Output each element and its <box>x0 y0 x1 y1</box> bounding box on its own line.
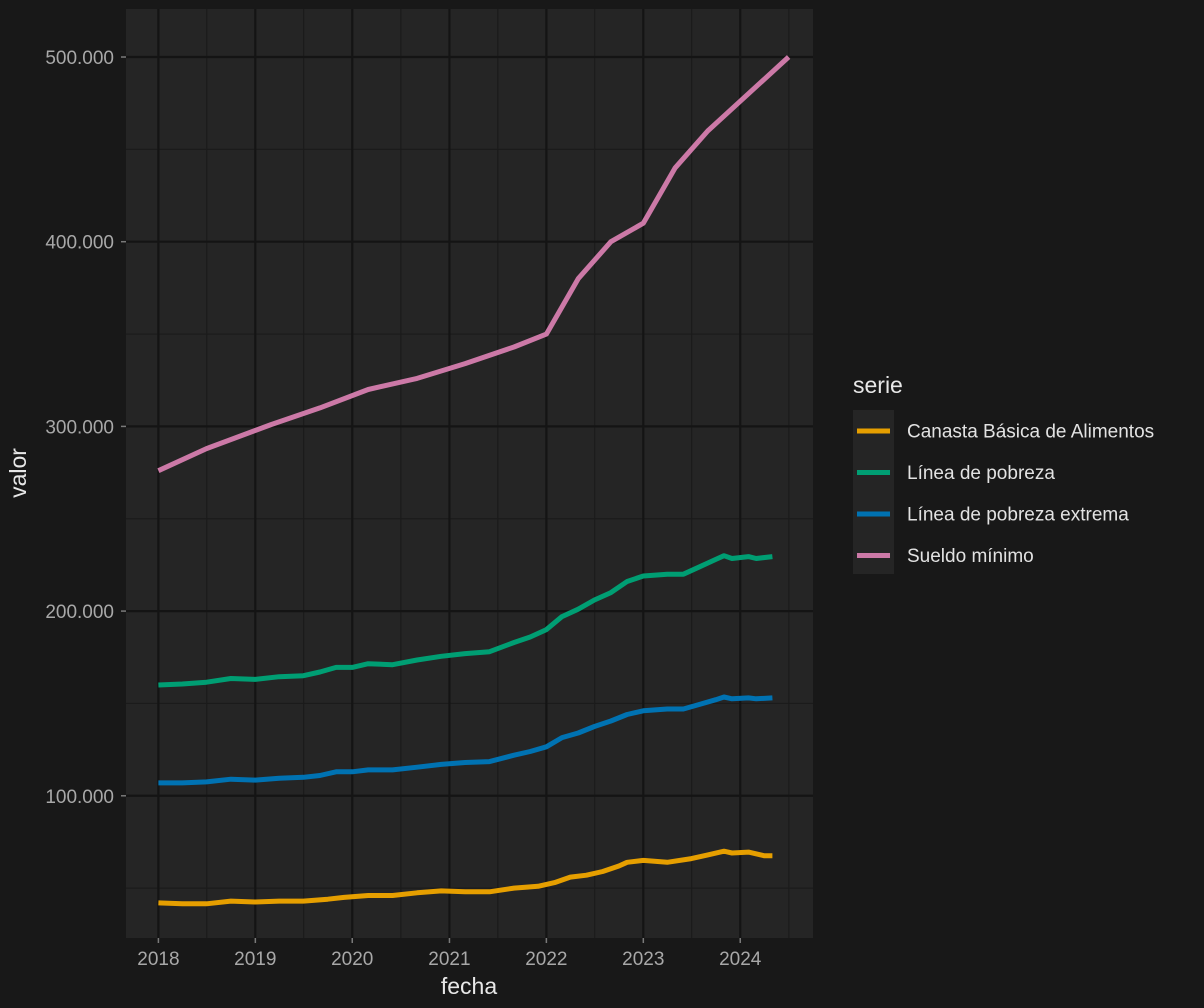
legend-label: Sueldo mínimo <box>907 546 1034 567</box>
x-tick-label: 2023 <box>622 949 664 970</box>
x-axis-title: fecha <box>441 973 497 999</box>
legend-label: Canasta Básica de Alimentos <box>907 422 1154 443</box>
y-tick-label: 500.000 <box>45 48 114 69</box>
series-line <box>158 694 773 786</box>
grid-major <box>126 9 813 938</box>
legend-title: serie <box>853 372 903 398</box>
legend: serie Canasta Básica de Alimentos Línea d… <box>853 372 1154 574</box>
x-tick-label: 2024 <box>719 949 762 970</box>
legend-label: Línea de pobreza extrema <box>907 505 1129 526</box>
grid-minor <box>126 9 813 938</box>
y-tick-label: 200.000 <box>45 602 114 623</box>
x-tick-label: 2019 <box>234 949 276 970</box>
series-line <box>158 553 773 688</box>
x-tick-label: 2022 <box>525 949 567 970</box>
x-tick-label: 2021 <box>428 949 470 970</box>
series-line <box>157 55 791 473</box>
x-tick-label: 2020 <box>331 949 373 970</box>
series-lines <box>157 55 791 907</box>
y-tick-label: 100.000 <box>45 787 114 808</box>
plot-panel <box>126 9 813 938</box>
x-tick-label: 2018 <box>137 949 179 970</box>
y-tick-label: 300.000 <box>45 417 114 438</box>
y-axis: 100.000 200.000 300.000 400.000 500.000 <box>45 48 126 808</box>
y-tick-label: 400.000 <box>45 233 114 254</box>
x-axis: 2018 2019 2020 2021 2022 2023 2024 <box>137 938 762 970</box>
legend-key-background <box>853 410 894 574</box>
legend-label: Línea de pobreza <box>907 463 1055 484</box>
series-line <box>158 848 773 907</box>
y-axis-title: valor <box>5 448 31 498</box>
